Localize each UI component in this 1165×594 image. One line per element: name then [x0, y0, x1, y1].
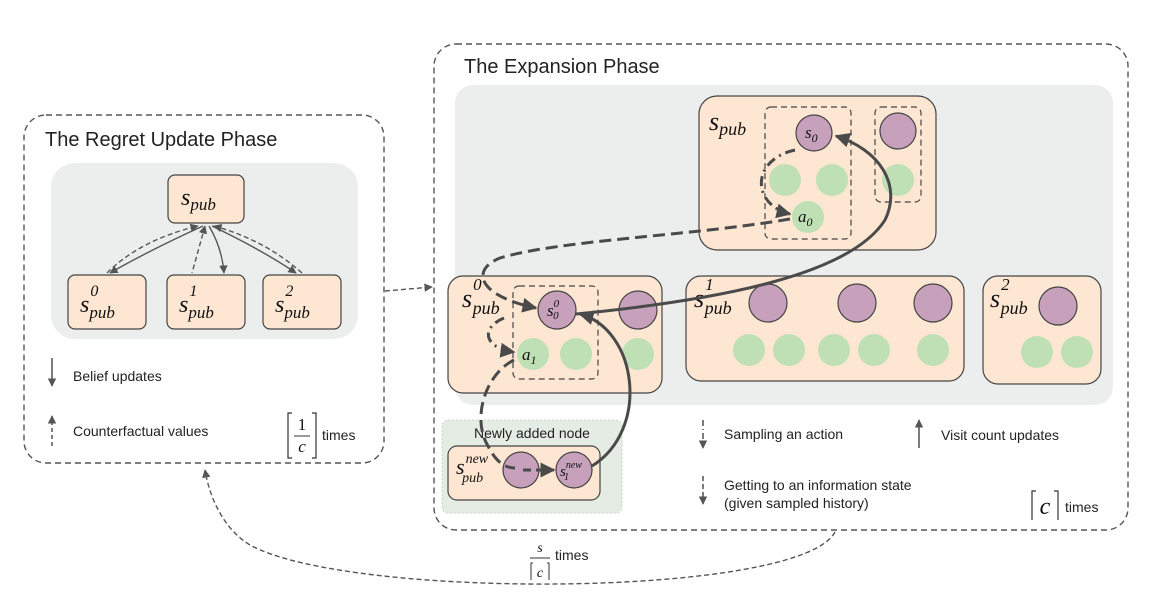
top-state-s0: [795, 114, 833, 152]
expansion-phase-border: [433, 43, 1129, 531]
child2-action-2: [1061, 336, 1093, 368]
svg-text:1: 1: [298, 415, 307, 434]
svg-text:times: times: [1065, 499, 1098, 515]
outer-loop-repeat-count: s c times: [530, 541, 588, 581]
expansion-repeat-count: c times: [1031, 490, 1098, 520]
child1-action-5: [917, 334, 949, 366]
child1-action-1: [733, 334, 765, 366]
top-action-2: [816, 164, 848, 196]
svg-text:s: s: [537, 541, 543, 556]
regret-root-node: spub: [167, 174, 245, 224]
visit-count-arrow-top: [575, 132, 893, 316]
outer-loop-arrow: [202, 469, 836, 585]
counterfactual-values-label: Counterfactual values: [73, 423, 208, 439]
child2-action-1: [1021, 336, 1053, 368]
expansion-child-node-1: s1 pub: [685, 275, 965, 382]
sample-action-arrow-child: [486, 316, 516, 358]
regret-child-node-1: s1 pub: [166, 274, 246, 330]
belief-updates-label: Belief updates: [73, 368, 162, 384]
regret-child-node-0: s0 pub: [67, 274, 147, 330]
child1-action-2: [773, 334, 805, 366]
svg-text:times: times: [322, 427, 355, 443]
expansion-phase-title: The Expansion Phase: [464, 56, 660, 78]
child1-state-2: [837, 283, 877, 323]
regret-phase-border: [23, 114, 385, 464]
visit-count-arrow-child: [578, 310, 632, 468]
svg-text:a0: a0: [798, 207, 813, 229]
svg-text:a1: a1: [522, 345, 537, 367]
regret-phase-title: The Regret Update Phase: [45, 129, 277, 151]
svg-text:times: times: [555, 547, 588, 563]
info-state-label-line2: (given sampled history): [724, 495, 869, 511]
top-info-state-box-1: [764, 106, 852, 240]
child1-state-3: [913, 283, 953, 323]
svg-text:c: c: [537, 566, 544, 581]
child1-state-1: [748, 283, 788, 323]
svg-text:spub: spub: [181, 185, 216, 214]
new-node-state-left: [502, 451, 540, 489]
svg-text:s00: s0 0: [547, 298, 560, 322]
sampling-action-label: Sampling an action: [724, 426, 843, 442]
expansion-phase: The Expansion Phase spub s0 a0 s0 pub s0 0: [433, 43, 1129, 531]
expansion-child-node-2: s2 pub: [982, 275, 1102, 385]
child0-action-3: [622, 338, 654, 370]
expansion-top-node: spub s0 a0: [698, 95, 937, 251]
expansion-flow-arrows: [479, 132, 893, 478]
child0-action-2: [560, 338, 592, 370]
sample-action-arrow-top: [759, 148, 796, 219]
regret-tree-edges: [106, 223, 303, 274]
svg-text:c: c: [298, 437, 306, 456]
newly-added-node-caption: Newly added node: [474, 425, 590, 441]
top-action-1: [769, 164, 801, 196]
child1-action-3: [818, 334, 850, 366]
child1-action-4: [858, 334, 890, 366]
top-info-state-box-2: [874, 106, 922, 203]
svg-text:c: c: [1040, 494, 1051, 520]
phase-connector-arrow: [384, 283, 433, 292]
top-action-a0: [792, 201, 824, 233]
new-node-state-s1new: [555, 451, 593, 489]
child0-action-a1: [517, 338, 549, 370]
child2-state-1: [1038, 286, 1078, 326]
regret-repeat-count: 1 c times: [287, 412, 355, 459]
newly-added-node-area: Newly added node snew pub snew 1: [441, 419, 623, 514]
regret-child-node-2: s2 pub: [262, 274, 342, 330]
child0-info-state-box: [512, 285, 599, 380]
svg-text:spub: spub: [709, 107, 746, 139]
info-state-label-line1: Getting to an information state: [724, 477, 912, 493]
regret-update-phase: The Regret Update Phase spub s0 pub s1 pub…: [23, 114, 385, 464]
expansion-child-node-0: s0 pub s0 0 a1: [447, 275, 663, 394]
info-state-arrow-top: [481, 217, 791, 313]
svg-text:s0: s0: [805, 123, 818, 145]
info-state-arrow-new: [479, 358, 516, 470]
top-state-right: [879, 112, 917, 150]
visit-count-label: Visit count updates: [941, 427, 1059, 443]
child0-state-s00: [537, 290, 577, 330]
